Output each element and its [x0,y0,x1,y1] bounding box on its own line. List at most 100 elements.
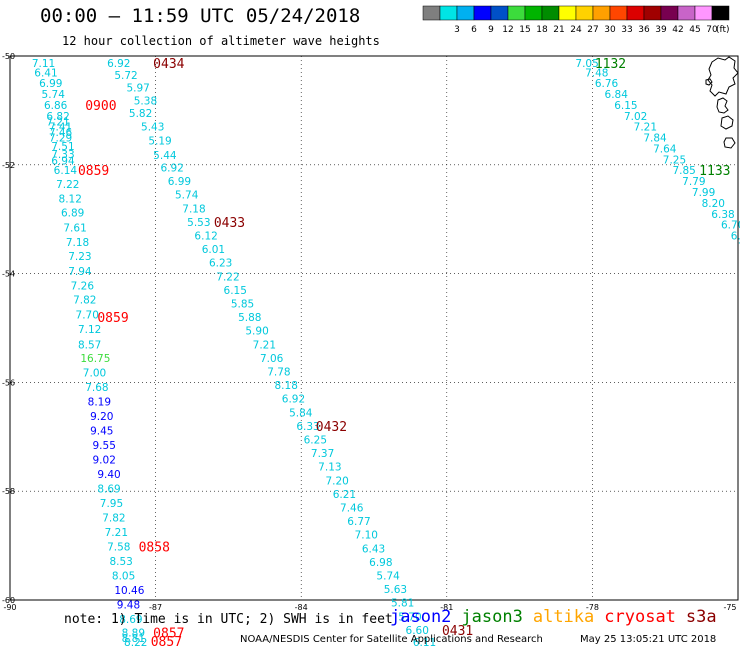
satellite-legend-item: s3a [685,607,717,627]
swh-value: 7.29 [49,133,72,145]
swh-value: 6.92 [107,58,130,70]
swh-value: 6.77 [347,516,370,528]
swh-value: 9.55 [93,440,116,452]
pass-time-label: 0857 [151,635,182,650]
swh-value: 5.85 [231,299,254,311]
colorbar-swatch [507,5,526,21]
color-scale-legend: 3 6 9 12 15 18 21 24 27 30 33 36 39 42 45 70(ft) [422,5,730,35]
swh-value: 6.33 [296,421,319,433]
page-title: 00:00 – 11:59 UTC 05/24/2018 [40,5,361,27]
swh-value: 7.21 [634,122,657,134]
swh-value: 5.97 [126,83,149,95]
coastline-path [723,137,736,149]
swh-value: 7.06 [260,353,284,365]
swh-value: 6.92 [160,163,183,175]
swh-value: 5.53 [187,217,210,229]
swh-value: 7.61 [63,222,86,234]
colorbar-swatch [643,5,662,21]
colorbar-swatch [439,5,458,21]
swh-value: 7.18 [66,237,89,249]
y-tick-label: -58 [2,487,15,496]
swh-value: 9.20 [90,411,113,423]
swh-value: 7.46 [49,127,73,139]
colorbar-tick-label: 15 [519,25,530,35]
swh-value: 7.0 [738,241,740,253]
coastline-path [716,97,729,114]
y-tick-label: -54 [2,270,15,279]
x-tick-label: -84 [295,603,308,612]
colorbar-tick-label: 45 [689,25,700,35]
coastline-path [707,56,739,97]
colorbar-swatch [558,5,577,21]
swh-value: 7.70 [76,309,99,321]
colorbar-swatch [456,5,475,21]
y-tick-label: -60 [2,596,15,605]
swh-value: 8.57 [78,339,101,351]
pass-time-label: 0900 [85,99,116,114]
pass-time-label: 0859 [78,164,109,179]
swh-value: 6.21 [333,489,356,501]
colorbar-swatch [541,5,560,21]
swh-value: 6.86 [44,100,68,112]
swh-value: 7.13 [318,462,341,474]
swh-value: 6.99 [39,78,62,90]
swh-value: 8.89 [122,628,145,640]
colorbar-swatch [694,5,713,21]
swh-value: 5.74 [175,190,199,202]
x-tick-label: -87 [149,603,162,612]
swh-value: 8.22 [124,637,147,649]
swh-value: 7.11 [32,58,55,70]
y-tick-label: -52 [2,161,15,170]
swh-value: 6.25 [304,435,327,447]
swh-value: 8.05 [112,571,135,583]
swh-value: 7.68 [85,382,108,394]
credit-text: NOAA/NESDIS Center for Satellite Applica… [240,634,543,645]
swh-value: 5.74 [42,89,66,101]
swh-value: 6.82 [46,111,69,123]
swh-value: 7.21 [46,116,69,128]
colorbar-tick-label: 39 [655,25,667,35]
swh-value: 7.25 [663,154,686,166]
colorbar-tick-label: 42 [672,25,683,35]
swh-value: 7.64 [653,143,677,155]
swh-value: 5.19 [148,135,171,147]
track-values: 7.116.416.995.746.866.827.217.417.467.29… [32,58,740,649]
colorbar-tick-label: 9 [488,25,494,35]
swh-value: 6.15 [224,285,247,297]
colorbar-swatch [711,5,730,21]
colorbar-swatch [609,5,628,21]
swh-value: 7.12 [78,324,101,336]
pass-time-label: 0433 [214,216,245,231]
swh-value: 10.46 [114,585,144,597]
colorbar-swatch [626,5,645,21]
swh-value: 6.98 [369,557,392,569]
swh-value: 7.82 [73,295,96,307]
swh-value: 6.60 [406,625,429,637]
swh-value: 7.10 [355,530,378,542]
swh-value: 5.90 [245,326,268,338]
swh-value: 5.74 [376,571,400,583]
swh-value: 9.48 [117,599,140,611]
swh-value: 5.82 [129,108,152,120]
timestamp-text: May 25 13:05:21 UTC 2018 [580,634,717,645]
colorbar-swatch [524,5,543,21]
pass-time-label: 1132 [595,57,626,72]
swh-value: 7.78 [267,367,290,379]
swh-value: 8.20 [702,198,725,210]
swh-value: 5.84 [289,407,313,419]
swh-value: 6.99 [168,176,191,188]
swh-value: 7.37 [311,448,334,460]
swh-value: 9.45 [90,425,113,437]
swh-value: 8.69 [97,483,120,495]
pass-time-label: 0859 [97,311,128,326]
swh-value: 6.15 [614,100,637,112]
swh-value: 5.81 [391,598,414,610]
swh-value: 6.41 [34,67,57,79]
swh-value: 6.12 [194,231,217,243]
x-tick-label: -78 [586,603,599,612]
satellite-legend-item: jason3 [461,607,523,627]
swh-value: 7.46 [340,503,364,515]
colorbar-tick-label: 12 [502,25,513,35]
swh-value: 8.18 [275,380,298,392]
